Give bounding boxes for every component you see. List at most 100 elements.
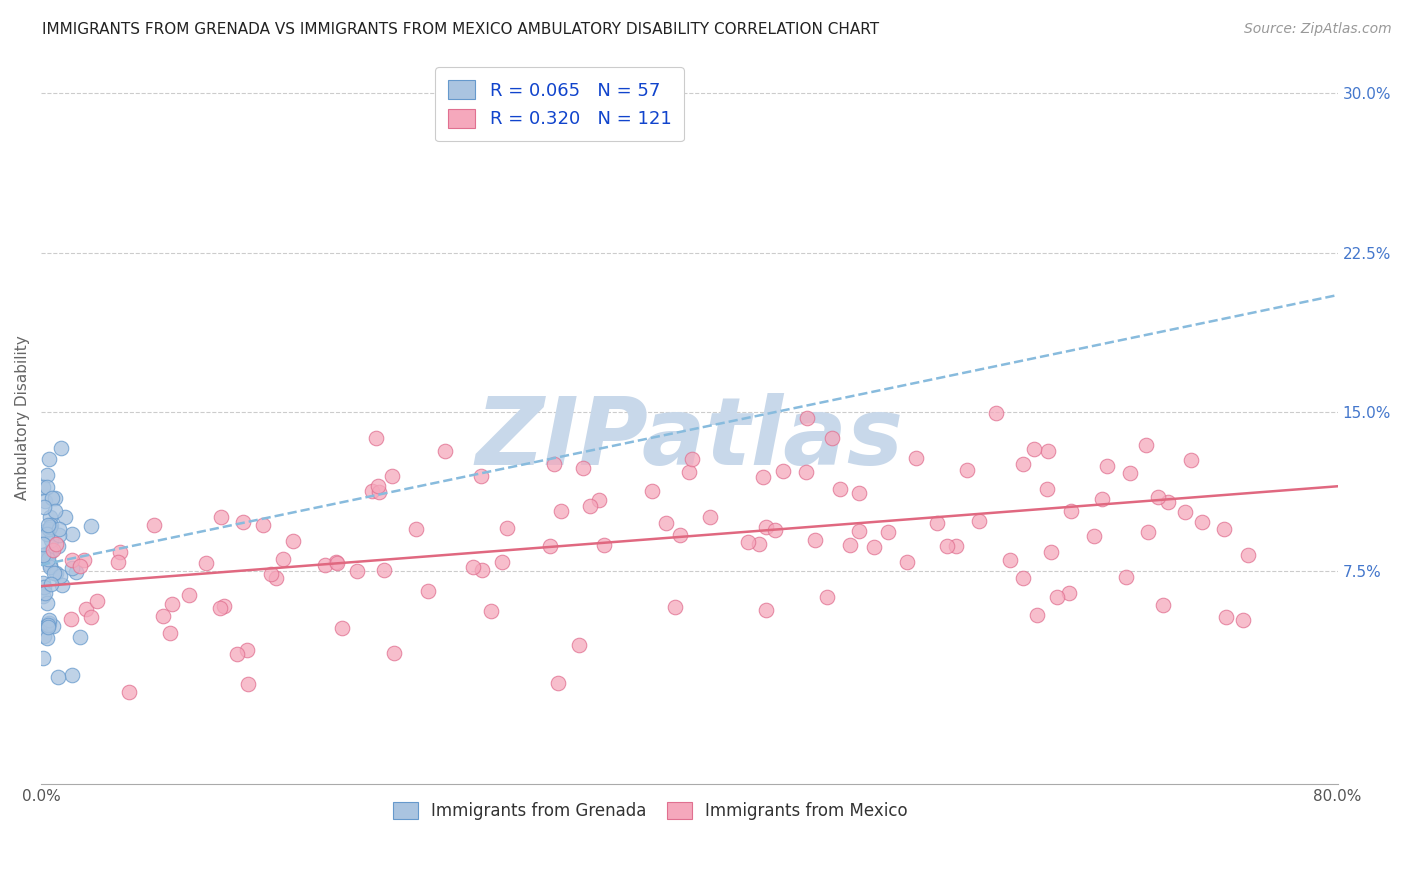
Point [904, 451, 927, 466]
Point [209, 509, 232, 524]
Point [752, 469, 775, 483]
Point [927, 516, 949, 531]
Text: IMMIGRANTS FROM GRENADA VS IMMIGRANTS FROM MEXICO AMBULATORY DISABILITY CORRELAT: IMMIGRANTS FROM GRENADA VS IMMIGRANTS FR… [42, 22, 879, 37]
Point [38, 546, 60, 560]
Point [368, 485, 391, 500]
Point [260, 566, 283, 581]
Point [1091, 491, 1114, 506]
Legend: Immigrants from Grenada, Immigrants from Mexico: Immigrants from Grenada, Immigrants from… [387, 795, 914, 827]
Point [48, 528, 70, 542]
Point [31, 650, 53, 665]
Point [373, 563, 395, 577]
Point [44, 504, 66, 518]
Point [65, 566, 87, 580]
Point [49, 441, 72, 455]
Point [1236, 548, 1258, 562]
Point [1135, 438, 1157, 452]
Point [86, 593, 108, 607]
Point [470, 469, 492, 483]
Point [49, 569, 72, 583]
Point [37, 518, 59, 533]
Point [1046, 590, 1069, 604]
Point [984, 406, 1007, 420]
Point [655, 516, 678, 530]
Point [678, 465, 700, 479]
Point [179, 588, 201, 602]
Point [547, 676, 569, 690]
Point [935, 539, 957, 553]
Point [794, 465, 817, 479]
Point [1024, 442, 1046, 456]
Point [1012, 571, 1035, 585]
Point [1083, 529, 1105, 543]
Point [405, 522, 427, 536]
Point [212, 599, 235, 614]
Point [1036, 482, 1059, 496]
Point [592, 538, 614, 552]
Point [1119, 466, 1142, 480]
Text: Source: ZipAtlas.com: Source: ZipAtlas.com [1244, 22, 1392, 37]
Point [41, 517, 63, 532]
Point [1040, 545, 1063, 559]
Point [34, 618, 56, 632]
Point [1147, 490, 1170, 504]
Point [828, 482, 851, 496]
Point [152, 608, 174, 623]
Point [699, 509, 721, 524]
Point [382, 647, 405, 661]
Point [37, 480, 59, 494]
Point [271, 551, 294, 566]
Point [479, 604, 502, 618]
Point [588, 493, 610, 508]
Point [1215, 610, 1237, 624]
Point [60, 553, 83, 567]
Point [550, 504, 572, 518]
Point [1060, 504, 1083, 518]
Point [31, 548, 53, 562]
Point [955, 462, 977, 476]
Point [848, 524, 870, 538]
Point [32, 481, 55, 495]
Point [51, 578, 73, 592]
Point [45, 566, 67, 581]
Point [1180, 452, 1202, 467]
Point [46, 670, 69, 684]
Point [38, 615, 60, 630]
Point [433, 444, 456, 458]
Point [416, 584, 439, 599]
Point [39, 533, 62, 548]
Point [44, 491, 66, 505]
Point [496, 521, 519, 535]
Point [1191, 515, 1213, 529]
Point [39, 558, 62, 572]
Point [1152, 598, 1174, 612]
Point [159, 625, 181, 640]
Point [35, 631, 58, 645]
Point [815, 590, 838, 604]
Point [1232, 613, 1254, 627]
Point [543, 457, 565, 471]
Point [1156, 495, 1178, 509]
Point [848, 486, 870, 500]
Point [107, 555, 129, 569]
Point [32, 629, 55, 643]
Point [681, 452, 703, 467]
Point [38, 522, 60, 536]
Point [53, 510, 76, 524]
Point [325, 555, 347, 569]
Point [967, 515, 990, 529]
Point [755, 603, 778, 617]
Point [491, 555, 513, 569]
Point [763, 524, 786, 538]
Point [39, 544, 62, 558]
Point [38, 519, 60, 533]
Point [32, 580, 55, 594]
Point [41, 491, 63, 505]
Point [945, 540, 967, 554]
Point [863, 540, 886, 554]
Point [35, 596, 58, 610]
Point [118, 685, 141, 699]
Y-axis label: Ambulatory Disability: Ambulatory Disability [15, 334, 30, 500]
Point [32, 500, 55, 514]
Point [108, 545, 131, 559]
